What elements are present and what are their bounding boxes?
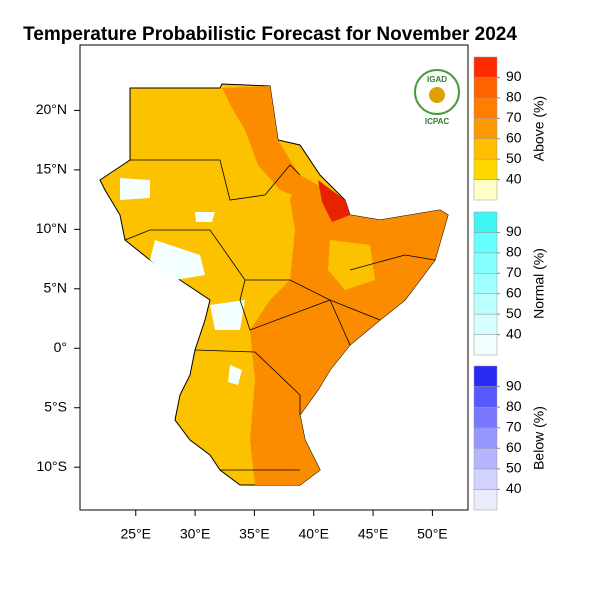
- y-tick-label: 20°N: [36, 101, 67, 117]
- map-title: Temperature Probabilistic Forecast for N…: [23, 24, 517, 45]
- logo-globe: [429, 87, 445, 103]
- x-tick-label: 50°E: [417, 526, 448, 542]
- colorbar-swatch: [473, 273, 498, 294]
- colorbar-swatch: [473, 158, 498, 180]
- warm-region: [250, 175, 448, 485]
- colorbar-tick-label: 90: [506, 223, 522, 239]
- colorbar-swatch: [473, 427, 498, 449]
- colorbar-tick-label: 60: [506, 284, 522, 300]
- x-tick-label: 30°E: [180, 526, 211, 542]
- normal-patch: [120, 178, 150, 200]
- normal-patch: [195, 212, 215, 222]
- map-regions: [99, 83, 449, 486]
- y-tick-label: 5°N: [44, 280, 68, 296]
- colorbar-tick-label: 40: [506, 170, 522, 186]
- logo-text: ICPAC: [425, 117, 450, 126]
- x-tick-label: 35°E: [239, 526, 270, 542]
- colorbar-swatch: [473, 334, 498, 356]
- colorbar-swatch: [473, 489, 498, 511]
- y-tick-label: 0°: [54, 339, 67, 355]
- colorbar-swatch: [473, 211, 498, 233]
- colorbar-tick-label: 70: [506, 418, 522, 434]
- colorbar-tick-label: 60: [506, 439, 522, 455]
- colorbar-swatch: [473, 448, 498, 470]
- colorbar-tick-label: 90: [506, 377, 522, 393]
- colorbar-swatch: [473, 232, 498, 254]
- colorbar-swatch: [473, 77, 498, 99]
- colorbar-tick-label: 50: [506, 305, 522, 321]
- colorbar-tick-label: 70: [506, 264, 522, 280]
- normal-patch: [150, 240, 205, 280]
- colorbar-tick-label: 80: [506, 244, 522, 260]
- y-tick-label: 5°S: [44, 398, 67, 414]
- colorbar-swatch: [473, 313, 498, 335]
- colorbar-swatch: [473, 56, 498, 78]
- colorbar-swatch: [473, 118, 498, 139]
- colorbar-swatch: [473, 386, 498, 408]
- x-tick-label: 45°E: [358, 526, 389, 542]
- colorbar-swatch: [473, 97, 498, 119]
- colorbar-tick-label: 70: [506, 109, 522, 125]
- border: [239, 254, 436, 331]
- colorbar-tick-label: 50: [506, 150, 522, 166]
- y-tick-label: 10°S: [36, 458, 67, 474]
- colorbar-tick-label: 60: [506, 129, 522, 145]
- border: [194, 349, 301, 471]
- colorbar-swatch: [473, 365, 498, 387]
- hot-region: [318, 180, 350, 222]
- colorbar-swatch: [473, 468, 498, 490]
- mild-region: [328, 240, 375, 290]
- colorbar-swatch: [473, 406, 498, 428]
- colorbar-tick-label: 40: [506, 480, 522, 496]
- logo-text: IGAD: [427, 75, 447, 84]
- colorbar-tick-label: 80: [506, 398, 522, 414]
- y-tick-label: 15°N: [36, 161, 67, 177]
- colorbar-tick-label: 50: [506, 460, 522, 476]
- x-tick-label: 40°E: [298, 526, 329, 542]
- x-tick-label: 25°E: [121, 526, 152, 542]
- colorbar-swatch: [473, 293, 498, 315]
- colorbar-tick-label: 90: [506, 68, 522, 84]
- colorbar-title: Above (%): [531, 96, 547, 161]
- y-tick-label: 10°N: [36, 220, 67, 236]
- colorbar-swatch: [473, 138, 498, 160]
- colorbar-tick-label: 80: [506, 89, 522, 105]
- colorbar-tick-label: 40: [506, 325, 522, 341]
- normal-patch: [210, 300, 245, 330]
- logo: IGAD ICPAC: [414, 69, 460, 126]
- normal-patch: [228, 365, 242, 385]
- border: [130, 159, 301, 201]
- colorbar-title: Below (%): [531, 406, 547, 470]
- colorbar-swatch: [473, 179, 498, 201]
- colorbar-title: Normal (%): [531, 248, 547, 319]
- colorbar-swatch: [473, 252, 498, 274]
